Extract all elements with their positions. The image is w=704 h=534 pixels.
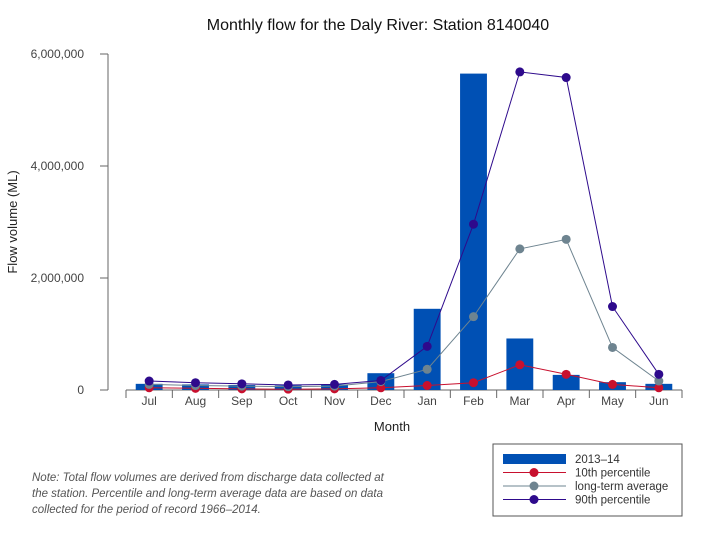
x-axis-label: Month xyxy=(374,419,410,434)
data-point xyxy=(422,364,432,374)
x-tick-label: May xyxy=(601,394,624,408)
data-point xyxy=(376,383,386,393)
data-point xyxy=(330,379,339,389)
data-point xyxy=(608,342,617,352)
series-line xyxy=(149,364,659,390)
legend-label: 10th percentile xyxy=(575,468,650,480)
data-point xyxy=(608,379,617,389)
x-tick-label: Dec xyxy=(370,394,391,408)
x-tick-label: Jun xyxy=(649,394,668,408)
chart-title: Monthly flow for the Daly River: Station… xyxy=(207,17,550,34)
y-axis: 0 2,000,000 4,000,000 6,000,000 xyxy=(31,47,109,397)
line-series xyxy=(144,67,664,394)
data-point xyxy=(376,375,386,385)
x-tick-label: Jan xyxy=(417,394,436,408)
y-axis-label: Flow volume (ML) xyxy=(5,170,20,273)
data-point xyxy=(191,378,200,388)
data-point xyxy=(608,302,617,312)
series-line xyxy=(149,71,660,386)
data-point xyxy=(422,381,432,391)
data-point xyxy=(144,376,154,386)
data-point xyxy=(237,379,247,389)
data-point xyxy=(469,312,478,322)
x-tick-label: Sep xyxy=(231,394,253,408)
data-point xyxy=(561,73,571,83)
data-point xyxy=(515,244,525,254)
legend-label: 2013–14 xyxy=(575,454,620,466)
data-point xyxy=(422,341,432,351)
legend-label: long-term average xyxy=(575,481,668,493)
data-point xyxy=(561,234,571,244)
x-tick-label: Oct xyxy=(279,394,298,408)
data-point xyxy=(515,360,525,370)
x-axis: Jul Aug Sep Oct Nov Dec Jan Feb Mar Apr May Jun xyxy=(125,389,683,408)
y-tick-label: 0 xyxy=(77,383,84,397)
series-line xyxy=(149,238,660,388)
x-tick-label: Aug xyxy=(185,394,206,408)
footnote: Note: Total flow volumes are derived fro… xyxy=(32,472,384,516)
legend-marker xyxy=(529,481,539,491)
data-point xyxy=(515,67,525,77)
legend-marker xyxy=(529,495,539,504)
legend-swatch xyxy=(503,454,566,464)
x-tick-label: Jul xyxy=(141,394,156,408)
data-point xyxy=(561,369,571,379)
x-tick-label: Nov xyxy=(324,394,345,408)
data-point xyxy=(283,380,293,390)
bar xyxy=(552,374,580,390)
x-tick-label: Mar xyxy=(509,394,530,408)
bar-series xyxy=(135,73,673,390)
y-tick-label: 6,000,000 xyxy=(31,47,85,61)
bar xyxy=(460,73,487,390)
y-tick-label: 2,000,000 xyxy=(31,271,85,285)
y-tick-label: 4,000,000 xyxy=(31,159,85,173)
data-point xyxy=(654,383,664,393)
legend-marker xyxy=(529,468,539,477)
data-point xyxy=(654,376,664,386)
data-point xyxy=(469,378,478,388)
x-tick-label: Apr xyxy=(557,394,576,408)
legend-label: 90th percentile xyxy=(575,495,650,507)
x-tick-label: Feb xyxy=(463,394,484,408)
data-point xyxy=(654,369,664,379)
data-point xyxy=(469,219,478,229)
